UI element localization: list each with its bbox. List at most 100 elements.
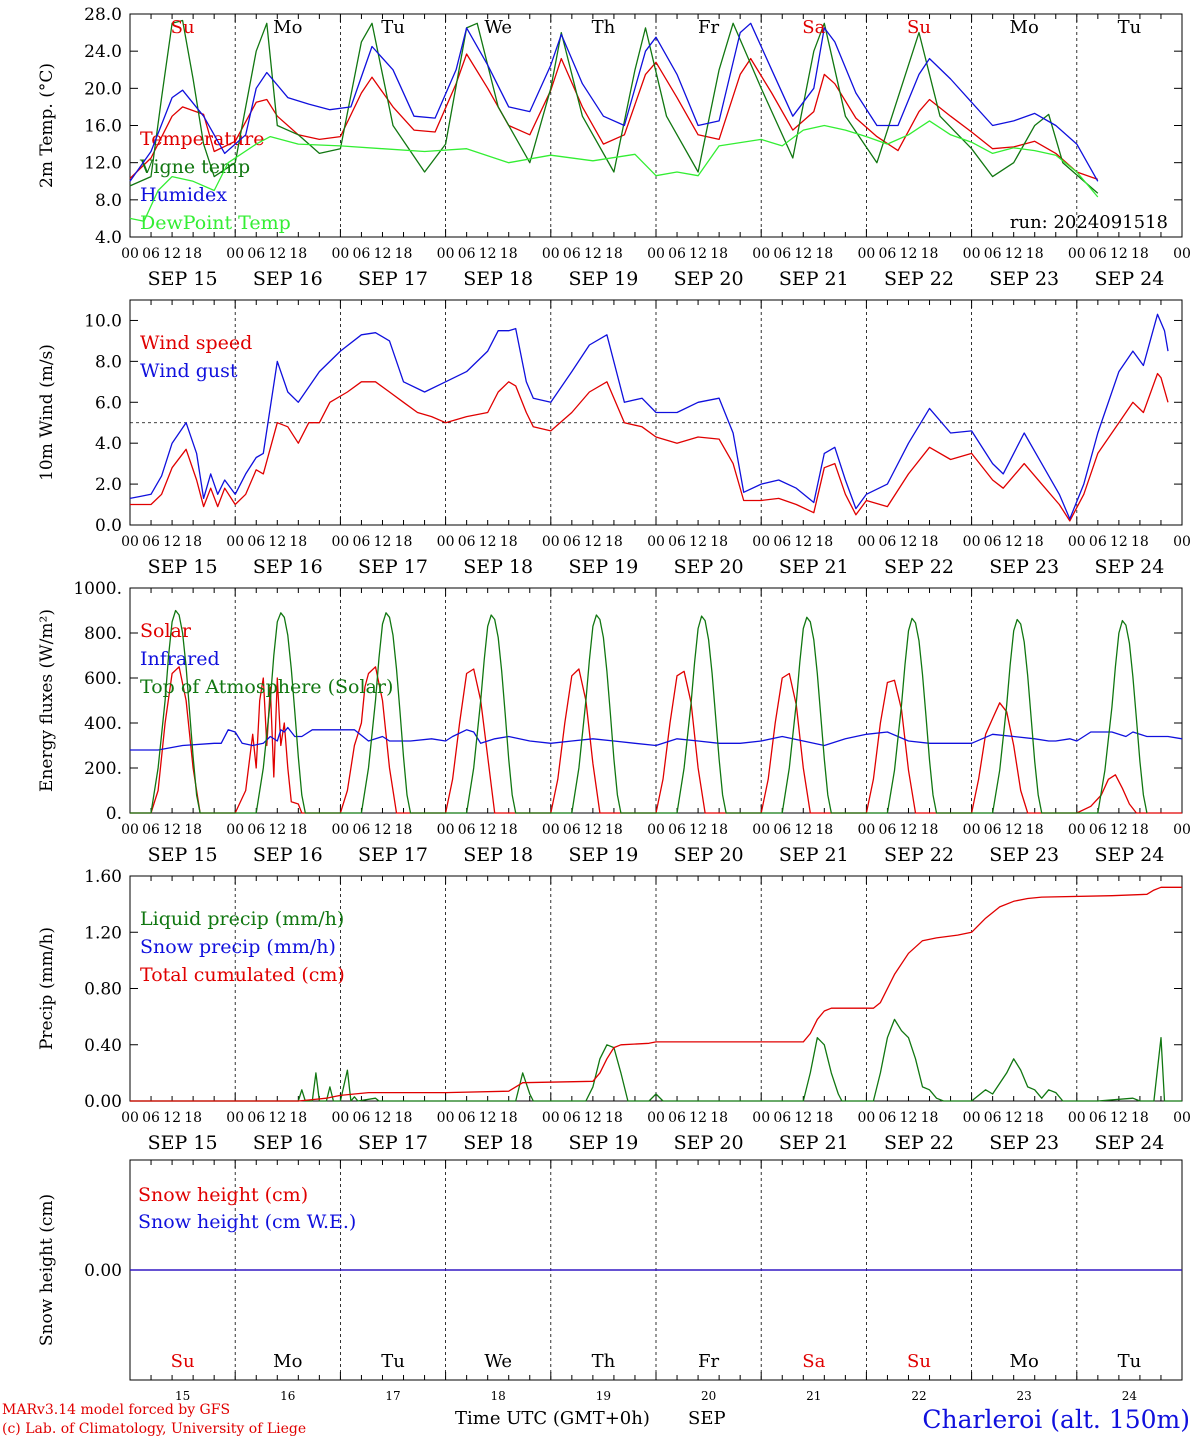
weekday-label: Fr: [698, 17, 719, 38]
hour-tick-label: 00: [647, 246, 665, 262]
hour-tick-label: 12: [794, 1110, 812, 1126]
hour-tick-label: 06: [773, 534, 791, 550]
weekday-label: We: [484, 1351, 512, 1372]
hour-tick-label: 12: [268, 822, 286, 838]
hour-tick-label: 06: [879, 822, 897, 838]
hour-tick-label: 12: [689, 534, 707, 550]
hour-tick-label: 12: [584, 822, 602, 838]
legend-entry: Humidex: [140, 184, 227, 206]
hour-tick-label: 12: [1005, 1110, 1023, 1126]
hour-tick-label: 12: [374, 1110, 392, 1126]
hour-tick-label: 12: [163, 246, 181, 262]
hour-tick-label: 00: [752, 534, 770, 550]
y-tick-label: 0.40: [84, 1036, 122, 1056]
hour-tick-label: 06: [247, 822, 265, 838]
day-label: SEP 16: [253, 268, 323, 290]
hour-tick-label: 00: [1173, 534, 1191, 550]
day-label: SEP 20: [674, 844, 744, 866]
y-tick-label: 0.80: [84, 980, 122, 1000]
day-label: SEP 24: [1094, 268, 1164, 290]
hour-tick-label: 00: [857, 1110, 875, 1126]
hour-tick-label: 18: [921, 534, 939, 550]
weekday-label: Mo: [273, 1351, 302, 1372]
y-tick-label: 600.: [84, 669, 122, 689]
legend-entry: Liquid precip (mm/h): [140, 908, 344, 930]
hour-tick-label: 00: [226, 246, 244, 262]
series-line-top-of-atmosphere-solar-: [130, 609, 1148, 814]
run-annotation: run: 2024091518: [1010, 212, 1168, 233]
series-line-total-cumulated-cm-: [130, 886, 1182, 1102]
hour-tick-label: 06: [458, 534, 476, 550]
hour-tick-label: 18: [605, 1110, 623, 1126]
hour-tick-label: 00: [121, 246, 139, 262]
day-number-label: 20: [701, 1389, 716, 1403]
hour-tick-label: 18: [710, 822, 728, 838]
hour-tick-label: 12: [1110, 1110, 1128, 1126]
hour-tick-label: 00: [437, 246, 455, 262]
hour-tick-label: 18: [289, 822, 307, 838]
hour-tick-label: 06: [668, 1110, 686, 1126]
weekday-label: Su: [171, 1351, 195, 1372]
series-line-temperature: [129, 53, 1099, 181]
hour-tick-label: 18: [710, 534, 728, 550]
weekday-label: Sa: [802, 1351, 825, 1372]
hour-tick-label: 00: [647, 1110, 665, 1126]
hour-tick-label: 06: [458, 822, 476, 838]
day-label: SEP 20: [674, 556, 744, 578]
hour-tick-label: 12: [794, 246, 812, 262]
day-label: SEP 18: [463, 1132, 533, 1154]
hour-tick-label: 06: [773, 1110, 791, 1126]
y-axis-label: Snow height (cm): [37, 1194, 57, 1346]
y-tick-label: 4.0: [95, 434, 122, 454]
legend-entry: Snow height (cm): [138, 1184, 308, 1206]
hour-tick-label: 06: [563, 822, 581, 838]
day-label: SEP 15: [148, 268, 218, 290]
hour-tick-label: 00: [963, 534, 981, 550]
y-tick-label: 12.0: [84, 154, 122, 174]
hour-tick-label: 12: [1110, 822, 1128, 838]
series-line-liquid-precip-mm-h-: [130, 1018, 1182, 1102]
day-label: SEP 17: [358, 556, 428, 578]
hour-tick-label: 12: [900, 246, 918, 262]
legend-entry: Vigne temp: [139, 156, 250, 178]
hour-tick-label: 18: [395, 822, 413, 838]
hour-tick-label: 00: [542, 1110, 560, 1126]
hour-tick-label: 12: [689, 1110, 707, 1126]
hour-tick-label: 00: [1068, 534, 1086, 550]
hour-tick-label: 18: [921, 1110, 939, 1126]
hour-tick-label: 06: [879, 246, 897, 262]
hour-tick-label: 12: [584, 1110, 602, 1126]
station-label: Charleroi (alt. 150m): [922, 1405, 1190, 1434]
hour-tick-label: 12: [584, 534, 602, 550]
day-label: SEP 18: [463, 268, 533, 290]
weekday-label: We: [484, 17, 512, 38]
y-tick-label: 4.0: [95, 228, 122, 248]
footer-model: MARv3.14 model forced by GFS: [2, 1402, 230, 1418]
y-axis-label: 2m Temp. (°C): [37, 63, 57, 188]
hour-tick-label: 18: [710, 246, 728, 262]
hour-tick-label: 06: [353, 534, 371, 550]
weekday-label: Sa: [802, 17, 825, 38]
hour-tick-label: 00: [857, 534, 875, 550]
day-label: SEP 17: [358, 844, 428, 866]
hour-tick-label: 18: [815, 822, 833, 838]
hour-tick-label: 18: [500, 1110, 518, 1126]
hour-tick-label: 06: [1089, 822, 1107, 838]
hour-tick-label: 18: [500, 822, 518, 838]
series-line-dewpoint-temp: [129, 120, 1099, 222]
y-tick-label: 0.0: [95, 516, 122, 536]
hour-tick-label: 00: [542, 534, 560, 550]
hour-tick-label: 18: [500, 534, 518, 550]
y-tick-label: 400.: [84, 714, 122, 734]
day-label: SEP 15: [148, 1132, 218, 1154]
hour-tick-label: 12: [1110, 246, 1128, 262]
hour-tick-label: 06: [563, 246, 581, 262]
hour-tick-label: 12: [479, 534, 497, 550]
hour-tick-label: 12: [163, 534, 181, 550]
weekday-label: Th: [592, 1351, 616, 1372]
day-label: SEP 16: [253, 1132, 323, 1154]
day-label: SEP 16: [253, 844, 323, 866]
hour-tick-label: 00: [331, 822, 349, 838]
hour-tick-label: 00: [1173, 246, 1191, 262]
hour-tick-label: 18: [289, 246, 307, 262]
